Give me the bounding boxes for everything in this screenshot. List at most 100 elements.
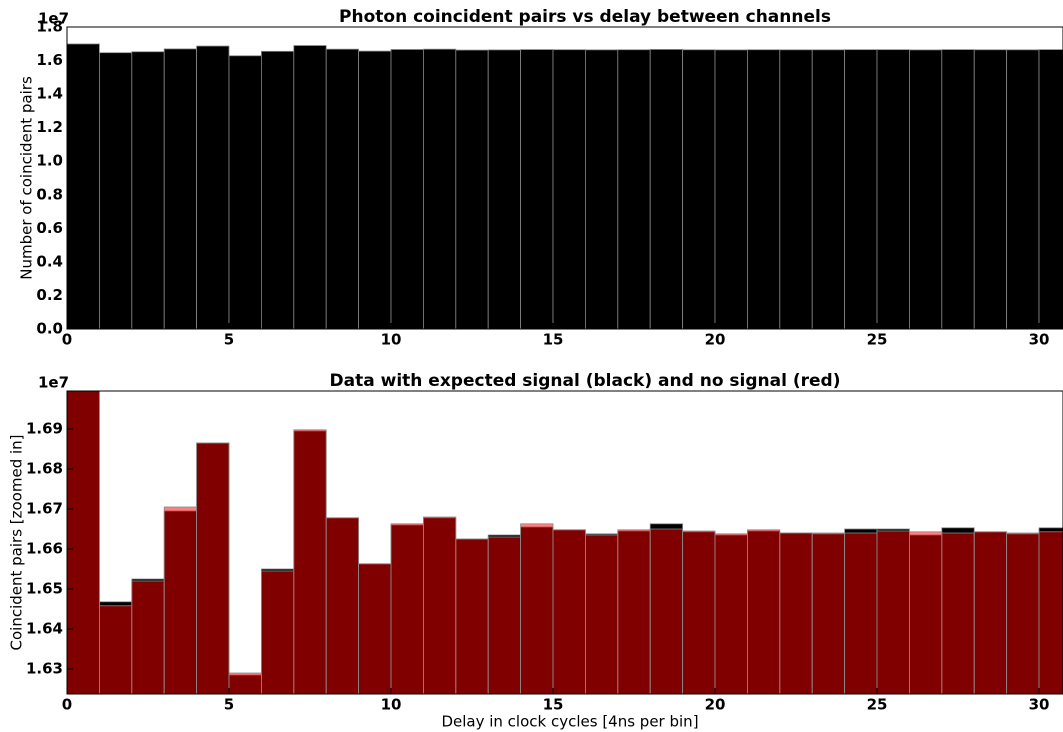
bar xyxy=(423,516,457,695)
x-tick-label: 10 xyxy=(381,331,402,349)
bar xyxy=(293,45,327,330)
bar xyxy=(714,49,748,330)
bar xyxy=(325,517,360,695)
bar xyxy=(293,429,327,695)
chart-title: Photon coincident pairs vs delay between… xyxy=(339,7,831,27)
x-tick-label: 25 xyxy=(867,696,888,714)
chart-title: Data with expected signal (black) and no… xyxy=(330,371,841,391)
bar xyxy=(228,55,262,330)
bar xyxy=(779,532,813,695)
bar xyxy=(358,563,392,695)
bar xyxy=(163,48,198,330)
bar xyxy=(649,528,684,695)
bar xyxy=(682,530,716,695)
bar xyxy=(455,538,489,695)
bar xyxy=(390,49,424,330)
bar xyxy=(423,48,457,330)
y-tick-label: 0.0 xyxy=(36,320,63,338)
y-tick-label: 1.6 xyxy=(36,51,63,69)
x-tick-label: 15 xyxy=(543,331,564,349)
bar xyxy=(682,49,716,330)
bar xyxy=(1006,49,1040,330)
bar xyxy=(325,48,360,330)
bar xyxy=(196,442,230,695)
bar xyxy=(261,570,295,695)
x-axis-label: Delay in clock cycles [4ns per bin] xyxy=(441,713,698,731)
plot-frame xyxy=(66,390,1063,695)
y-tick-label: 1.64 xyxy=(26,620,63,638)
x-tick-label: 25 xyxy=(867,331,888,349)
x-tick-label: 30 xyxy=(1029,331,1050,349)
bar xyxy=(844,49,878,330)
plot-frame xyxy=(66,26,1063,330)
bar xyxy=(196,45,230,330)
y-tick-label: 1.68 xyxy=(26,460,63,478)
bar xyxy=(747,49,781,330)
x-tick-label: 10 xyxy=(381,696,402,714)
bar xyxy=(876,530,910,695)
bar xyxy=(585,49,619,330)
y-tick-label: 0.8 xyxy=(36,185,63,203)
bar xyxy=(941,49,975,330)
x-tick-label: 0 xyxy=(62,696,72,714)
bar xyxy=(99,52,133,330)
bar xyxy=(487,49,522,330)
y-axis-label: Coincident pairs [zoomed in] xyxy=(8,434,26,650)
bar xyxy=(973,49,1008,330)
bar xyxy=(131,51,165,330)
x-tick-label: 0 xyxy=(62,331,72,349)
x-tick-label: 20 xyxy=(705,331,726,349)
y-tick-label: 1.4 xyxy=(36,85,63,103)
y-tick-label: 1.8 xyxy=(36,18,63,36)
bar xyxy=(811,533,846,695)
bar xyxy=(131,580,165,695)
bar xyxy=(844,532,878,695)
y-tick-label: 1.69 xyxy=(26,420,63,438)
y-tick-label: 1.0 xyxy=(36,152,63,170)
bar xyxy=(811,49,846,330)
bar xyxy=(1038,49,1063,330)
bar xyxy=(714,533,748,695)
y-tick-label: 1.2 xyxy=(36,118,63,136)
bar xyxy=(876,49,910,330)
bar xyxy=(358,50,392,330)
bar xyxy=(649,49,684,330)
bar xyxy=(261,50,295,330)
bar xyxy=(99,605,133,695)
y-tick-label: 1.67 xyxy=(26,500,63,518)
bar xyxy=(909,49,943,330)
bar xyxy=(228,672,262,695)
x-tick-label: 5 xyxy=(224,331,234,349)
bar xyxy=(1006,533,1040,695)
x-tick-label: 20 xyxy=(705,696,726,714)
bar xyxy=(973,531,1008,695)
y-tick-label: 0.4 xyxy=(36,252,63,270)
bar xyxy=(1038,531,1063,695)
bar xyxy=(487,536,522,695)
bar xyxy=(617,529,651,695)
offset-label: 1e7 xyxy=(38,10,69,28)
bar xyxy=(455,49,489,330)
bar xyxy=(163,506,198,695)
y-tick-label: 1.66 xyxy=(26,540,63,558)
bar xyxy=(779,49,813,330)
bar xyxy=(520,49,554,330)
bar xyxy=(552,49,586,330)
bar xyxy=(909,531,943,695)
bar xyxy=(585,534,619,695)
x-tick-label: 5 xyxy=(224,696,234,714)
offset-label: 1e7 xyxy=(38,374,69,392)
bar xyxy=(520,523,554,695)
x-tick-label: 30 xyxy=(1029,696,1050,714)
bar xyxy=(941,532,975,695)
y-axis-label: Number of coincident pairs xyxy=(18,76,36,280)
x-tick-label: 15 xyxy=(543,696,564,714)
y-tick-label: 0.6 xyxy=(36,219,63,237)
bar xyxy=(66,43,100,330)
bar xyxy=(66,390,100,695)
bar xyxy=(617,49,651,330)
bar xyxy=(390,523,424,695)
y-tick-label: 0.2 xyxy=(36,286,63,304)
